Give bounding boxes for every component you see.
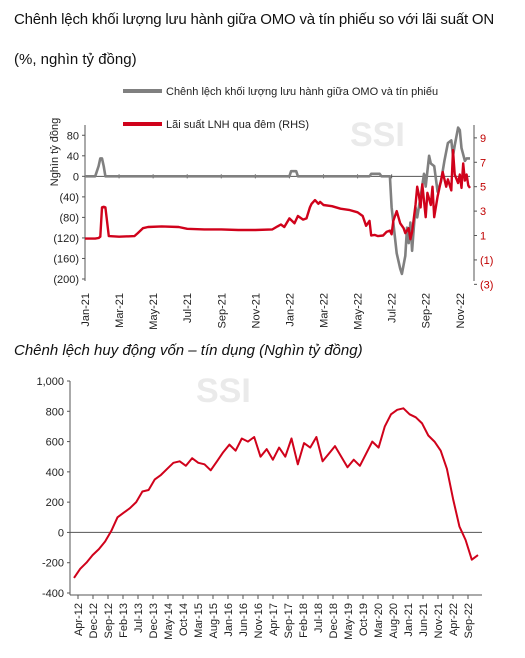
left-tick-label: (200): [53, 274, 79, 286]
chart2-y-tick-label: 800: [46, 406, 64, 418]
chart2-title: Chênh lệch huy động vốn – tín dụng (Nghì…: [14, 342, 363, 359]
x-tick-label: Sep-22: [421, 293, 433, 328]
left-tick-label: (80): [59, 212, 79, 224]
right-tick-label: 9: [480, 133, 486, 145]
chart2-x-tick-label: May-14: [163, 603, 175, 640]
chart2-x-tick-label: Sep-12: [103, 603, 115, 638]
left-tick-label: 80: [67, 130, 79, 142]
x-tick-label: Jul-22: [387, 293, 399, 323]
chart2-y-tick-label: 0: [58, 527, 64, 539]
watermark: SSI: [350, 116, 405, 154]
right-tick-label: (1): [480, 255, 493, 267]
left-tick-label: (120): [53, 233, 79, 245]
chart2-x-tick-label: Oct-19: [358, 603, 370, 636]
x-tick-label: Mar-22: [318, 293, 330, 328]
chart2-x-tick-label: Nov-21: [433, 603, 445, 638]
x-tick-label: Nov-22: [455, 293, 467, 328]
chart2-series-line: [73, 407, 479, 579]
chart1-subtitle: (%, nghìn tỷ đồng): [14, 51, 137, 68]
chart2-x-tick-label: Apr-12: [73, 603, 85, 636]
chart2-x-tick-label: Apr-22: [448, 603, 460, 636]
chart2-y-tick-label: -200: [42, 558, 64, 570]
right-tick-label: (3): [480, 279, 493, 291]
series-line-omo-spread: [85, 126, 470, 276]
chart2-x-tick-label: Sep-22: [463, 603, 475, 638]
x-tick-label: Nov-21: [250, 293, 262, 328]
chart2-y-tick-label: 1,000: [36, 376, 64, 388]
left-tick-label: (160): [53, 253, 79, 265]
chart2-x-tick-label: Jul-18: [313, 603, 325, 633]
chart2-x-tick-label: Jan-16: [223, 603, 235, 637]
x-tick-label: Mar-21: [114, 293, 126, 328]
chart2-x-tick-label: Feb-13: [118, 603, 130, 638]
right-tick-label: 3: [480, 206, 486, 218]
chart2-y-tick-label: -400: [42, 588, 64, 600]
x-tick-label: Sep-21: [216, 293, 228, 328]
chart2-x-tick-label: May-19: [343, 603, 355, 640]
x-tick-label: May-22: [353, 293, 365, 330]
legend-label-red: Lãi suất LNH qua đêm (RHS): [166, 119, 309, 131]
watermark-2: SSI: [196, 372, 251, 410]
chart2-x-tick-label: Jan-21: [403, 603, 415, 637]
series-line-interbank-rate: [85, 148, 471, 241]
left-tick-label: 0: [73, 171, 79, 183]
left-tick-label: (40): [59, 192, 79, 204]
chart2-x-tick-label: Dec-12: [88, 603, 100, 638]
chart2-x-tick-label: Sep-17: [283, 603, 295, 638]
left-axis-label: Nghìn tỷ đồng: [49, 118, 61, 187]
chart2-y-tick-label: 600: [46, 437, 64, 449]
legend-label-gray: Chênh lệch khối lượng lưu hành giữa OMO …: [166, 86, 438, 98]
chart2-x-tick-label: Aug-15: [208, 603, 220, 638]
x-tick-label: Jan-21: [80, 293, 92, 327]
right-tick-label: 1: [480, 231, 486, 243]
chart1-title: Chênh lệch khối lượng lưu hành giữa OMO …: [14, 11, 495, 28]
chart2-x-tick-label: Apr-17: [268, 603, 280, 636]
left-tick-label: 40: [67, 151, 79, 163]
x-tick-label: Jan-22: [284, 293, 296, 327]
chart2-x-tick-label: Aug-20: [388, 603, 400, 638]
chart2-x-tick-label: Jul-13: [133, 603, 145, 633]
x-tick-label: Jul-21: [182, 293, 194, 323]
right-tick-label: 5: [480, 182, 486, 194]
chart2-x-tick-label: Jun-16: [238, 603, 250, 637]
right-tick-label: 7: [480, 157, 486, 169]
chart2-x-tick-label: Jun-21: [418, 603, 430, 637]
chart2-x-tick-label: Nov-16: [253, 603, 265, 638]
chart2-x-tick-label: Feb-18: [298, 603, 310, 638]
x-tick-label: May-21: [148, 293, 160, 330]
chart2-y-tick-label: 200: [46, 497, 64, 509]
chart2-x-tick-label: Dec-18: [328, 603, 340, 638]
chart2-y-tick-label: 400: [46, 467, 64, 479]
chart2-x-tick-label: Dec-13: [148, 603, 160, 638]
chart2-x-tick-label: Mar-15: [193, 603, 205, 638]
chart2-x-tick-label: Oct-14: [178, 603, 190, 636]
chart2-x-tick-label: Mar-20: [373, 603, 385, 638]
